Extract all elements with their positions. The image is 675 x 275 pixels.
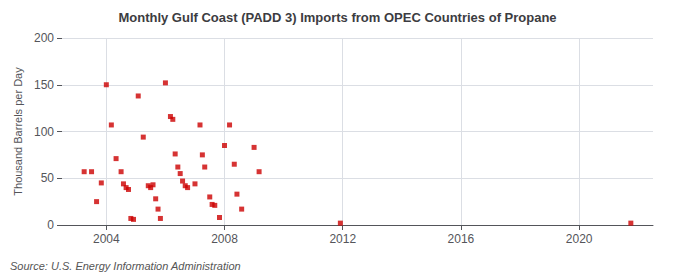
svg-text:0: 0 — [47, 218, 54, 232]
svg-text:50: 50 — [41, 171, 55, 185]
svg-text:150: 150 — [34, 78, 54, 92]
svg-text:2004: 2004 — [93, 232, 120, 246]
svg-text:Monthly Gulf Coast (PADD 3) Im: Monthly Gulf Coast (PADD 3) Imports from… — [118, 10, 556, 25]
svg-text:200: 200 — [34, 31, 54, 45]
svg-text:2012: 2012 — [329, 232, 356, 246]
svg-text:100: 100 — [34, 125, 54, 139]
svg-text:2008: 2008 — [211, 232, 238, 246]
svg-text:2016: 2016 — [448, 232, 475, 246]
svg-text:2020: 2020 — [566, 232, 593, 246]
svg-text:Thousand Barrels per Day: Thousand Barrels per Day — [12, 67, 24, 196]
svg-text:Source: U.S. Energy Informatio: Source: U.S. Energy Information Administ… — [10, 260, 241, 272]
